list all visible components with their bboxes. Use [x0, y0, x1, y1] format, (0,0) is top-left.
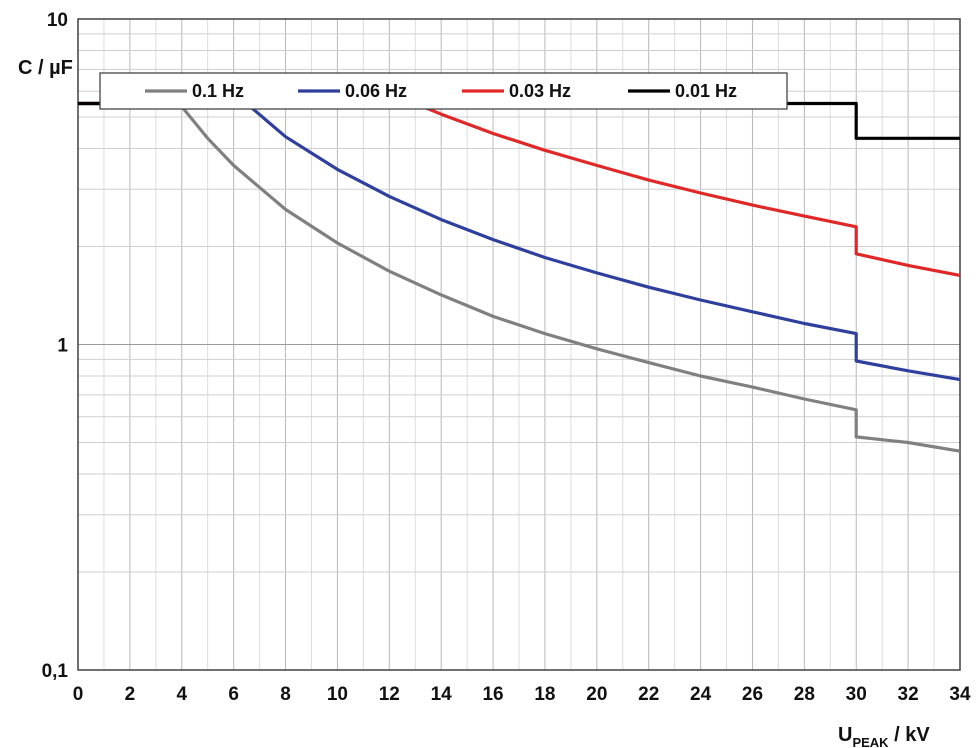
- x-tick-label: 2: [125, 684, 136, 705]
- x-tick-label: 0: [73, 684, 84, 705]
- x-tick-label: 22: [638, 684, 659, 705]
- legend: 0.1 Hz 0.06 Hz 0.03 Hz 0.01 Hz: [99, 72, 788, 110]
- y-tick-label: 0,1: [42, 661, 69, 682]
- legend-label-2: 0.03 Hz: [509, 81, 571, 101]
- legend-box: [99, 72, 788, 110]
- x-tick-label: 26: [742, 684, 763, 705]
- x-axis-title-unit: / kV: [889, 724, 931, 746]
- x-tick-label: 28: [794, 684, 815, 705]
- x-tick-label: 34: [949, 684, 971, 705]
- x-tick-label: 14: [431, 684, 453, 705]
- x-tick-label: 12: [379, 684, 400, 705]
- y-axis-title: C / µF: [18, 57, 73, 79]
- y-tick-label: 1: [57, 336, 68, 357]
- x-tick-label: 24: [690, 684, 712, 705]
- legend-label-3: 0.01 Hz: [675, 81, 737, 101]
- series-line-1: [78, 101, 961, 382]
- plot-frame: [77, 18, 961, 671]
- grid: [78, 19, 960, 670]
- series-line-0: [78, 101, 961, 453]
- legend-label-1: 0.06 Hz: [345, 81, 407, 101]
- x-axis-title-main: U: [838, 724, 852, 746]
- x-tick-label: 10: [327, 684, 348, 705]
- x-axis-title-subscript: PEAK: [852, 735, 889, 748]
- x-axis-title: UPEAK / kV: [838, 724, 930, 748]
- legend-label-0: 0.1 Hz: [192, 81, 244, 101]
- x-tick-label: 32: [898, 684, 919, 705]
- series-line-2: [78, 101, 961, 277]
- x-tick-label: 18: [534, 684, 555, 705]
- x-tick-label: 20: [586, 684, 607, 705]
- x-tick-label: 8: [280, 684, 291, 705]
- y-tick-label: 10: [47, 10, 68, 31]
- x-tick-label: 16: [482, 684, 503, 705]
- x-tick-label: 4: [176, 684, 187, 705]
- x-tick-label: 30: [846, 684, 867, 705]
- x-tick-label: 6: [228, 684, 239, 705]
